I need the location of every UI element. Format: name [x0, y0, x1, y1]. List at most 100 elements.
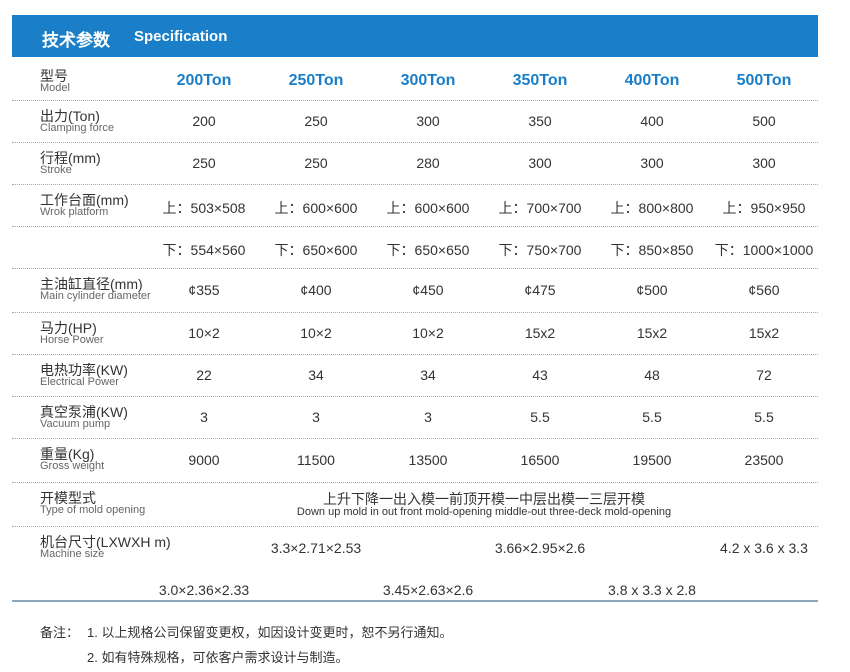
row-divider — [12, 312, 818, 313]
cell-value: 3 — [312, 409, 320, 425]
cell-value: 下：554×560 — [162, 242, 246, 258]
row-label: 重量(Kg) — [40, 446, 95, 462]
row-sublabel: Machine size — [40, 548, 105, 560]
cell-value: 上：600×600 — [274, 200, 358, 216]
cell-value: 3.66×2.95×2.6 — [494, 540, 586, 556]
cell-value: 3.45×2.63×2.6 — [382, 582, 474, 598]
row-divider — [12, 482, 818, 483]
cell-value: 上：600×600 — [386, 200, 470, 216]
row-label: 马力(HP) — [40, 320, 97, 336]
row-label: 机台尺寸(LXWXH m) — [40, 534, 171, 550]
cell-value: 400 — [640, 113, 664, 129]
cell-value: ¢475 — [524, 282, 556, 298]
cell-value: 10×2 — [412, 325, 444, 341]
row-label: 出力(Ton) — [40, 108, 100, 124]
cell-value: 15x2 — [524, 325, 556, 341]
cell-value: 43 — [532, 367, 548, 383]
row-sublabel: Main cylinder diameter — [40, 290, 151, 302]
row-divider — [12, 184, 818, 185]
cell-value: 下：850×850 — [610, 242, 694, 258]
cell-value: 上：800×800 — [610, 200, 694, 216]
cell-value: ¢400 — [300, 282, 332, 298]
row-divider — [12, 354, 818, 355]
cell-value: 500 — [752, 113, 776, 129]
cell-value: 34 — [308, 367, 324, 383]
row-sublabel: Vacuum pump — [40, 418, 111, 430]
cell-value: 10×2 — [300, 325, 332, 341]
cell-value: 10×2 — [188, 325, 220, 341]
row-label: 电热功率(KW) — [40, 362, 128, 378]
cell-value: 200Ton — [176, 72, 232, 89]
cell-value: 300 — [528, 155, 552, 171]
row-sublabel: Model — [40, 82, 70, 94]
notes-prefix: 备注： — [40, 625, 80, 640]
row-label: 工作台面(mm) — [40, 192, 129, 208]
cell-value: 48 — [644, 367, 660, 383]
cell-value: 250Ton — [288, 72, 344, 89]
cell-value: 300 — [752, 155, 776, 171]
cell-value: ¢560 — [748, 282, 780, 298]
cell-value: 4.2 x 3.6 x 3.3 — [720, 540, 808, 556]
cell-value: 300 — [416, 113, 440, 129]
row-sublabel: Type of mold opening — [40, 504, 146, 516]
cell-value: 350 — [528, 113, 552, 129]
cell-value: 5.5 — [530, 409, 550, 425]
cell-value: 5.5 — [642, 409, 662, 425]
cell-value: 下：750×700 — [498, 242, 582, 258]
row-sublabel: Gross weight — [40, 460, 105, 472]
cell-value: 5.5 — [754, 409, 774, 425]
cell-value: 280 — [416, 155, 440, 171]
row-sublabel: Stroke — [40, 164, 72, 176]
row-divider — [12, 226, 818, 227]
cell-value: 13500 — [408, 452, 448, 468]
cell-value: 250 — [192, 155, 216, 171]
row-label: 开模型式 — [40, 490, 96, 506]
mold-text: Down up mold in out front mold-opening m… — [296, 506, 672, 518]
header-bar: 技术参数 Specification — [12, 15, 818, 57]
title-cn: 技术参数 — [42, 31, 110, 50]
row-sublabel: Electrical Power — [40, 376, 119, 388]
cell-value: 3.3×2.71×2.53 — [270, 540, 362, 556]
cell-value: 22 — [196, 367, 212, 383]
cell-value: 3 — [424, 409, 432, 425]
cell-value: ¢500 — [636, 282, 668, 298]
cell-value: 23500 — [744, 452, 784, 468]
cell-value: 15x2 — [748, 325, 780, 341]
cell-value: 16500 — [520, 452, 560, 468]
row-divider — [12, 142, 818, 143]
row-divider — [12, 526, 818, 527]
cell-value: 250 — [304, 113, 328, 129]
cell-value: 3.0×2.36×2.33 — [158, 582, 250, 598]
row-sublabel: Horse Power — [40, 334, 104, 346]
cell-value: 上：950×950 — [722, 200, 806, 216]
cell-value: 下：1000×1000 — [714, 242, 814, 258]
cell-value: ¢355 — [188, 282, 220, 298]
row-sublabel: Clamping force — [40, 122, 114, 134]
row-divider — [12, 100, 818, 101]
cell-value: 34 — [420, 367, 436, 383]
cell-value: 300 — [640, 155, 664, 171]
row-divider — [12, 600, 818, 602]
cell-value: 250 — [304, 155, 328, 171]
cell-value: 下：650×600 — [274, 242, 358, 258]
cell-value: 9000 — [188, 452, 220, 468]
cell-value: 上：503×508 — [162, 200, 246, 216]
row-label: 主油缸直径(mm) — [40, 276, 143, 292]
row-divider — [12, 268, 818, 269]
cell-value: 500Ton — [736, 72, 792, 89]
cell-value: 300Ton — [400, 72, 456, 89]
row-label: 型号 — [40, 68, 68, 84]
row-sublabel: Wrok platform — [40, 206, 109, 218]
cell-value: 72 — [756, 367, 772, 383]
cell-value: 上：700×700 — [498, 200, 582, 216]
row-divider — [12, 438, 818, 439]
cell-value: 3 — [200, 409, 208, 425]
title-en: Specification — [134, 28, 228, 45]
row-label: 真空泵浦(KW) — [40, 404, 128, 420]
cell-value: 200 — [192, 113, 216, 129]
row-divider — [12, 396, 818, 397]
cell-value: ¢450 — [412, 282, 444, 298]
cell-value: 19500 — [632, 452, 672, 468]
note: 1. 以上规格公司保留变更权，如因设计变更时，恕不另行通知。 — [87, 625, 453, 640]
